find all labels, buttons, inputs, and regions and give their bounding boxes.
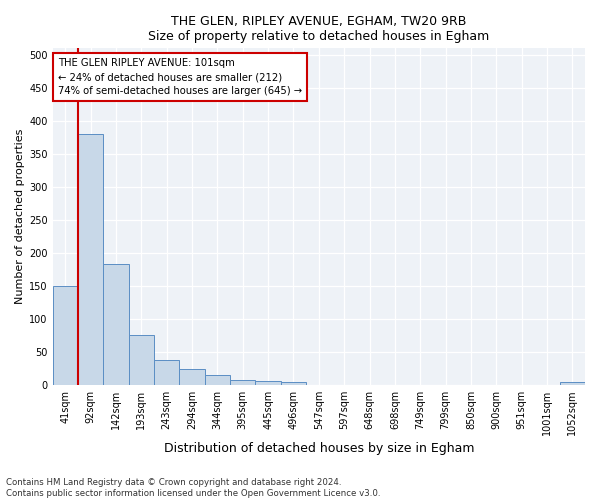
Bar	[230, 380, 256, 384]
Bar	[129, 335, 154, 384]
Bar	[256, 382, 281, 384]
Bar	[205, 376, 230, 384]
X-axis label: Distribution of detached houses by size in Egham: Distribution of detached houses by size …	[164, 442, 474, 455]
Title: THE GLEN, RIPLEY AVENUE, EGHAM, TW20 9RB
Size of property relative to detached h: THE GLEN, RIPLEY AVENUE, EGHAM, TW20 9RB…	[148, 15, 490, 43]
Bar	[154, 360, 179, 384]
Bar	[78, 134, 103, 384]
Y-axis label: Number of detached properties: Number of detached properties	[15, 129, 25, 304]
Bar	[53, 286, 78, 384]
Bar	[103, 264, 129, 384]
Bar	[560, 382, 585, 384]
Text: Contains HM Land Registry data © Crown copyright and database right 2024.
Contai: Contains HM Land Registry data © Crown c…	[6, 478, 380, 498]
Text: THE GLEN RIPLEY AVENUE: 101sqm
← 24% of detached houses are smaller (212)
74% of: THE GLEN RIPLEY AVENUE: 101sqm ← 24% of …	[58, 58, 302, 96]
Bar	[281, 382, 306, 384]
Bar	[179, 369, 205, 384]
